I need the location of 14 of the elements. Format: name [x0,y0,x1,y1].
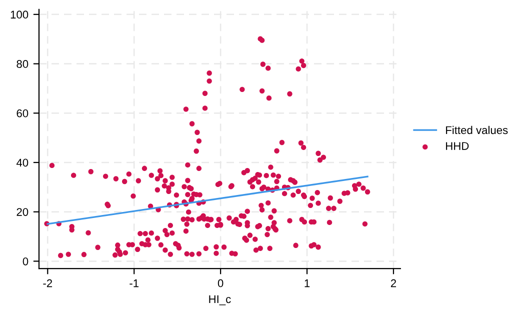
x-tick-label: 2 [390,279,396,288]
y-tick-label: 20 [16,208,28,216]
x-tick-label: -1 [130,279,139,288]
y-tick-label: 40 [16,158,28,167]
x-tick-label: -2 [43,279,52,288]
legend-label: Fitted values [446,126,508,134]
y-tick-label: 100 [10,10,28,19]
x-axis-title: HI_c [209,295,231,306]
y-tick-label: 0 [22,257,28,266]
y-tick-label: 60 [16,109,28,118]
x-tick-label: 1 [304,279,310,288]
x-tick-label: 0 [218,279,224,288]
legend-label: HHD [446,142,469,150]
y-tick-label: 80 [16,60,28,68]
